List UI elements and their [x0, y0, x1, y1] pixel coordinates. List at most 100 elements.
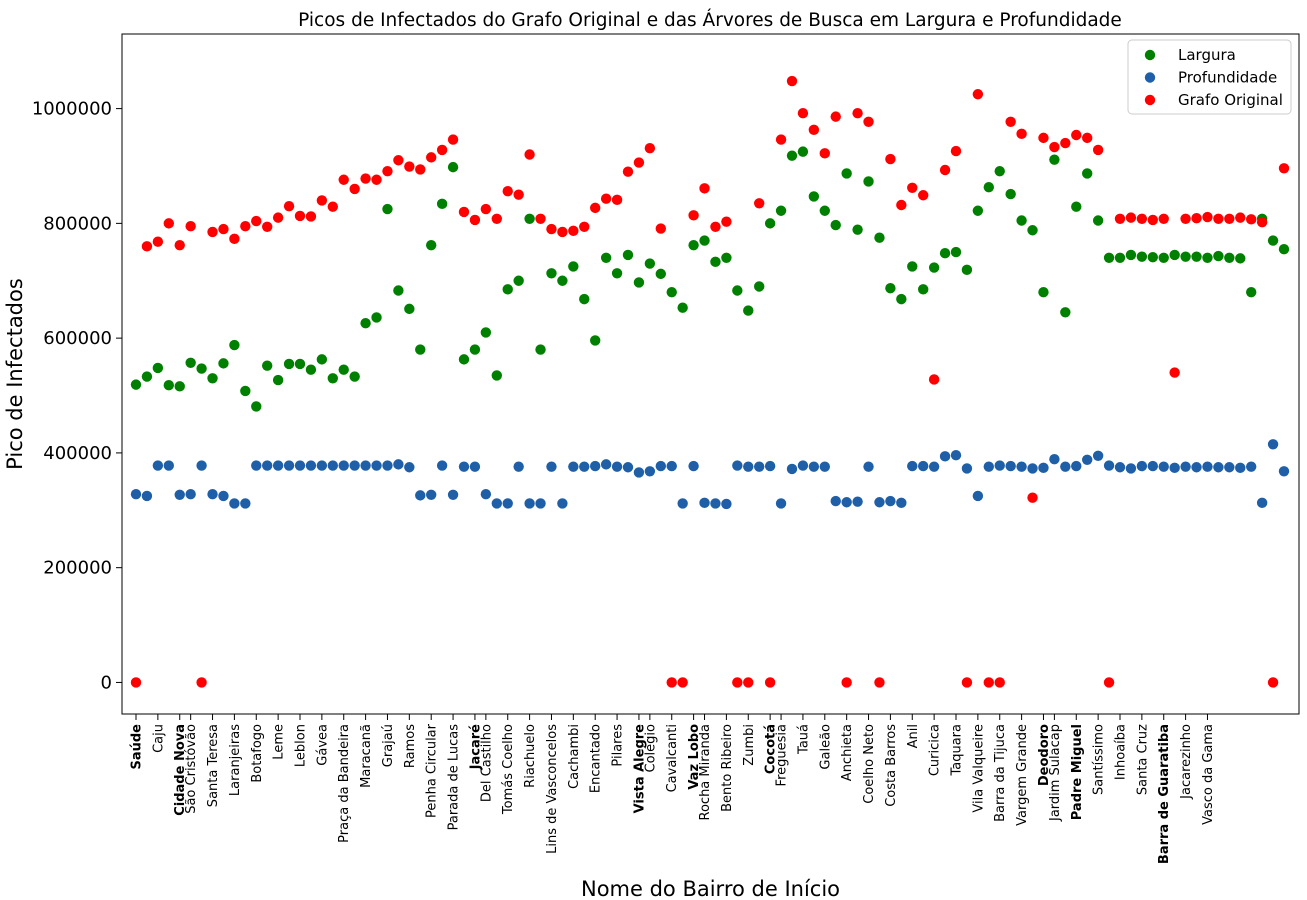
- x-tick-label: Vargem Grande: [1015, 724, 1030, 826]
- x-tick-label: Jardim Sulacap: [1048, 724, 1063, 822]
- x-tick-label: Zumbi: [742, 724, 757, 766]
- point-grafo-original: [666, 677, 677, 688]
- point-grafo-original: [983, 677, 994, 688]
- point-largura: [338, 364, 349, 375]
- point-grafo-original: [262, 221, 273, 233]
- point-largura: [1016, 215, 1027, 226]
- point-profundidade: [1246, 461, 1257, 472]
- x-tick-label: Encantado: [589, 724, 604, 793]
- point-largura: [688, 239, 699, 251]
- point-profundidade: [458, 461, 470, 472]
- point-profundidade: [327, 460, 338, 471]
- x-tick-label: Parada de Lucas: [447, 724, 462, 831]
- point-grafo-original: [994, 677, 1005, 688]
- point-profundidade: [130, 489, 142, 500]
- point-profundidade: [557, 498, 568, 509]
- point-grafo-original: [699, 183, 710, 194]
- point-largura: [1038, 287, 1049, 298]
- point-grafo-original: [1016, 128, 1027, 140]
- series-0: [130, 146, 1290, 412]
- point-grafo-original: [491, 213, 502, 224]
- point-profundidade: [1224, 462, 1235, 473]
- point-profundidade: [185, 489, 196, 500]
- point-grafo-original: [1027, 492, 1038, 503]
- point-profundidade: [163, 460, 174, 471]
- point-profundidade: [272, 460, 284, 471]
- point-profundidade: [349, 460, 360, 471]
- x-tick-label: Vasco da Gama: [1201, 724, 1216, 825]
- point-grafo-original: [655, 223, 666, 234]
- point-profundidade: [590, 460, 601, 472]
- point-largura: [174, 381, 185, 392]
- point-profundidade: [579, 461, 590, 472]
- point-grafo-original: [1114, 213, 1126, 224]
- point-largura: [349, 371, 360, 382]
- x-tick-label: Jacaré: [468, 724, 483, 770]
- point-largura: [1213, 250, 1224, 262]
- x-tick-label: Maracanã: [359, 724, 374, 788]
- point-profundidade: [294, 460, 306, 471]
- point-grafo-original: [644, 142, 656, 154]
- point-largura: [469, 344, 481, 355]
- point-profundidade: [1136, 460, 1148, 472]
- point-profundidade: [1278, 466, 1290, 477]
- point-largura: [1092, 215, 1104, 226]
- point-largura: [907, 261, 918, 272]
- point-grafo-original: [382, 165, 393, 177]
- point-grafo-original: [710, 221, 721, 233]
- x-tick-label: Leme: [272, 724, 287, 760]
- point-largura: [491, 370, 502, 381]
- point-grafo-original: [950, 145, 962, 157]
- point-largura: [896, 293, 907, 305]
- point-largura: [557, 275, 568, 286]
- point-largura: [633, 277, 645, 288]
- point-largura: [426, 239, 437, 251]
- point-profundidade: [404, 462, 415, 473]
- point-largura: [710, 256, 721, 268]
- point-largura: [327, 373, 338, 384]
- point-profundidade: [896, 497, 907, 509]
- point-grafo-original: [502, 186, 513, 197]
- point-grafo-original: [633, 157, 645, 168]
- point-largura: [535, 344, 546, 355]
- y-tick-label: 800000: [43, 213, 112, 234]
- point-grafo-original: [513, 189, 524, 200]
- legend-label: Largura: [1178, 46, 1236, 64]
- x-tick-label: Botafogo: [250, 724, 265, 783]
- point-largura: [251, 401, 262, 412]
- point-profundidade: [841, 497, 852, 508]
- point-profundidade: [666, 460, 677, 472]
- point-grafo-original: [852, 107, 863, 119]
- x-tick-label: Vista Alegre: [632, 724, 647, 814]
- point-grafo-original: [1125, 212, 1137, 223]
- y-tick-label: 1000000: [32, 99, 112, 120]
- point-grafo-original: [1005, 116, 1016, 127]
- point-grafo-original: [1071, 129, 1082, 141]
- point-profundidade: [1256, 497, 1268, 509]
- point-largura: [141, 371, 153, 382]
- point-largura: [644, 258, 656, 269]
- point-largura: [447, 161, 459, 173]
- point-profundidade: [447, 489, 459, 500]
- x-tick-label: Costa Barros: [884, 724, 899, 807]
- point-profundidade: [1169, 462, 1180, 474]
- y-tick-label: 0: [101, 672, 112, 693]
- point-largura: [928, 262, 940, 273]
- point-largura: [1071, 201, 1082, 212]
- point-profundidade: [1103, 460, 1115, 471]
- point-profundidade: [480, 489, 492, 500]
- point-profundidade: [546, 461, 557, 472]
- point-profundidade: [852, 496, 863, 507]
- x-tick-label: Galeão: [818, 724, 833, 770]
- point-grafo-original: [590, 202, 601, 214]
- point-profundidade: [885, 495, 896, 507]
- point-profundidade: [983, 461, 994, 472]
- point-grafo-original: [327, 201, 338, 212]
- point-grafo-original: [163, 218, 174, 229]
- point-largura: [579, 293, 590, 305]
- point-grafo-original: [863, 116, 874, 127]
- point-grafo-original: [1267, 677, 1279, 688]
- point-largura: [436, 198, 448, 210]
- point-grafo-original: [316, 195, 328, 206]
- point-profundidade: [152, 460, 164, 471]
